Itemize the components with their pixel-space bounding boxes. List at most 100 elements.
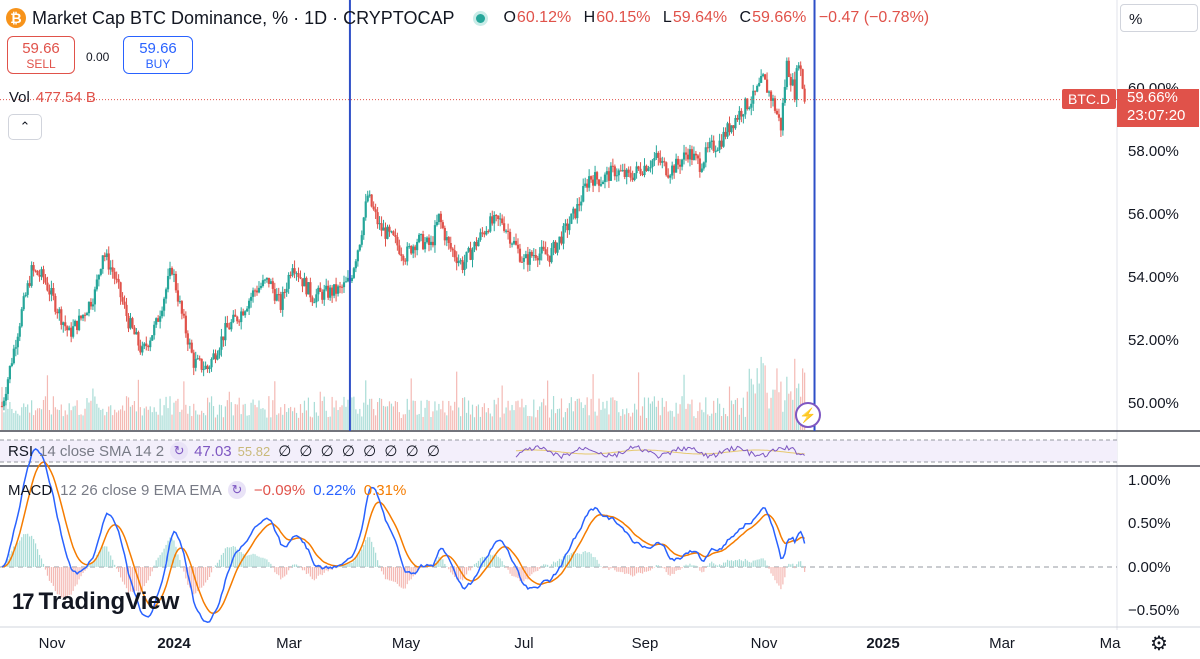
candle-body (358, 244, 361, 251)
macd-histogram-bar (578, 553, 580, 567)
price-tag-symbol: BTC.D (1062, 89, 1116, 109)
macd-histogram-bar (655, 565, 657, 567)
macd-histogram-bar (732, 561, 735, 567)
volume-bar (719, 403, 721, 430)
candle-body (161, 310, 164, 317)
volume-bar (375, 415, 377, 430)
volume-bar (685, 408, 687, 430)
candle-body (427, 237, 431, 245)
volume-bar (537, 409, 539, 430)
candle-body (70, 327, 73, 337)
volume-bar (667, 411, 669, 430)
macd-histogram-bar (110, 555, 112, 567)
macd-histogram-bar (794, 567, 796, 569)
live-status-icon (476, 13, 486, 23)
macd-histogram-bar (730, 560, 733, 567)
volume-bar (321, 400, 323, 430)
volume-bar (677, 413, 679, 430)
macd-histogram-bar (450, 567, 452, 573)
candle-body (694, 153, 698, 156)
macd-histogram-bar (460, 567, 462, 580)
candle-body (376, 212, 379, 225)
macd-histogram-bar (618, 567, 620, 572)
macd-cycle-icon[interactable]: ↻ (227, 481, 246, 499)
macd-histogram-bar (143, 567, 145, 587)
volume-bar (473, 417, 476, 430)
candle-body (661, 161, 664, 163)
volume-bar (234, 404, 236, 430)
macd-histogram-bar (440, 557, 442, 567)
candle-body (582, 186, 585, 202)
volume-bar (610, 397, 612, 430)
volume-bar (123, 410, 126, 430)
lightning-icon[interactable]: ⚡ (795, 402, 821, 428)
open-label: O (503, 9, 516, 26)
candle-body (178, 301, 182, 303)
scale-unit-button[interactable]: % (1120, 4, 1198, 32)
macd-histogram-bar (72, 567, 74, 591)
candle-body (60, 309, 63, 325)
symbol-title[interactable]: Market Cap BTC Dominance, % · 1D · CRYPT… (32, 7, 455, 28)
volume-bar (341, 405, 343, 430)
volume-bar (270, 417, 272, 430)
candle-body (760, 75, 763, 83)
candle-body (127, 315, 130, 329)
macd-histogram-bar (707, 565, 709, 567)
macd-histogram-bar (584, 550, 586, 567)
volume-bar (782, 411, 784, 430)
buy-button[interactable]: 59.66 BUY (123, 36, 193, 74)
macd-histogram-bar (432, 567, 434, 568)
candle-body (682, 152, 686, 160)
candle-body (645, 165, 648, 171)
candle-body (382, 227, 385, 231)
candle-body (192, 352, 195, 368)
macd-histogram-bar (709, 563, 711, 567)
volume-bar (576, 398, 578, 430)
macd-histogram-bar (357, 554, 359, 567)
macd-histogram-bar (185, 567, 187, 579)
volume-bar (418, 413, 420, 430)
candle-body (48, 290, 51, 295)
collapse-legend-button[interactable]: ⌃ (8, 114, 42, 140)
volume-bar (402, 414, 404, 430)
x-axis-label: 2024 (157, 635, 191, 652)
volume-bar (212, 406, 215, 430)
candle-body (465, 251, 468, 263)
volume-bar (446, 415, 448, 430)
candle-body (137, 332, 140, 346)
volume-bar (717, 398, 719, 430)
candle-body (746, 98, 749, 110)
volume-bar (339, 407, 341, 430)
sell-button[interactable]: 59.66 SELL (7, 36, 75, 74)
macd-histogram-bar (495, 555, 497, 567)
macd-histogram-bar (90, 563, 92, 567)
volume-bar (426, 399, 428, 430)
macd-histogram-bar (203, 567, 205, 586)
volume-bar (780, 381, 782, 430)
candle-body (643, 165, 646, 176)
candle-body (402, 255, 405, 261)
macd-histogram-bar (637, 567, 640, 573)
volume-bar (46, 375, 49, 430)
candle-body (244, 311, 247, 316)
candle-body (765, 79, 769, 93)
macd-histogram-bar (398, 567, 400, 587)
macd-histogram-bar (341, 565, 343, 567)
volume-bar (436, 410, 438, 430)
volume-bar (501, 385, 503, 430)
volume-bar (100, 409, 102, 430)
candle-body (331, 287, 334, 296)
rsi-cycle-icon[interactable]: ↻ (170, 442, 189, 460)
volume-bar (410, 378, 412, 430)
gear-icon[interactable]: ⚙ (1150, 633, 1168, 655)
macd-histogram-bar (717, 565, 719, 567)
candle-body (663, 161, 666, 163)
candle-body (214, 353, 217, 360)
volume-bar (266, 417, 268, 430)
macd-histogram-bar (693, 565, 695, 567)
volume-bar (131, 405, 134, 430)
candle-body (441, 222, 444, 228)
candle-body (657, 152, 660, 158)
candle-body (797, 65, 800, 69)
